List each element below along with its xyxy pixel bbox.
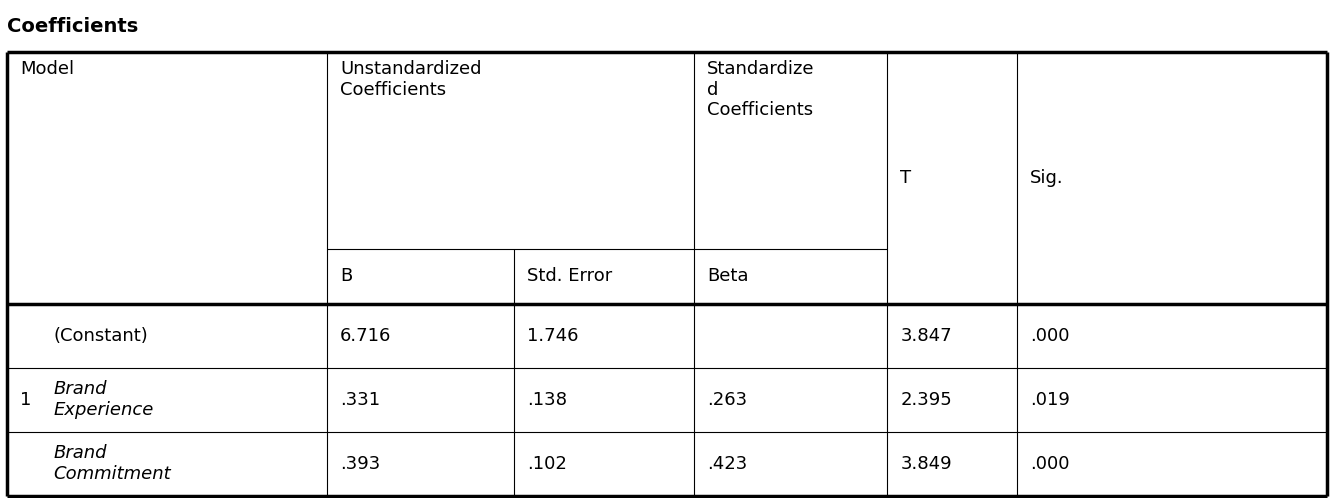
Text: 1: 1 <box>20 390 32 409</box>
Text: Standardize
d
Coefficients: Standardize d Coefficients <box>707 60 815 120</box>
Text: Unstandardized
Coefficients: Unstandardized Coefficients <box>340 60 482 99</box>
Text: Coefficients: Coefficients <box>7 17 137 36</box>
Text: Brand
Commitment: Brand Commitment <box>53 444 171 483</box>
Text: .263: .263 <box>707 390 747 409</box>
Text: Brand
Experience: Brand Experience <box>53 380 153 419</box>
Text: Sig.: Sig. <box>1030 169 1063 187</box>
Text: .102: .102 <box>527 455 567 473</box>
Text: Beta: Beta <box>707 267 748 285</box>
Text: (Constant): (Constant) <box>53 327 148 345</box>
Text: 3.849: 3.849 <box>900 455 952 473</box>
Text: .019: .019 <box>1030 390 1070 409</box>
Text: Std. Error: Std. Error <box>527 267 612 285</box>
Text: .138: .138 <box>527 390 567 409</box>
Text: 6.716: 6.716 <box>340 327 392 345</box>
Text: 1.746: 1.746 <box>527 327 579 345</box>
Text: .000: .000 <box>1030 455 1070 473</box>
Text: 2.395: 2.395 <box>900 390 952 409</box>
Text: .393: .393 <box>340 455 380 473</box>
Text: .000: .000 <box>1030 327 1070 345</box>
Text: .331: .331 <box>340 390 380 409</box>
Text: T: T <box>900 169 911 187</box>
Text: 3.847: 3.847 <box>900 327 952 345</box>
Text: B: B <box>340 267 352 285</box>
Text: Model: Model <box>20 60 75 78</box>
Text: .423: .423 <box>707 455 747 473</box>
